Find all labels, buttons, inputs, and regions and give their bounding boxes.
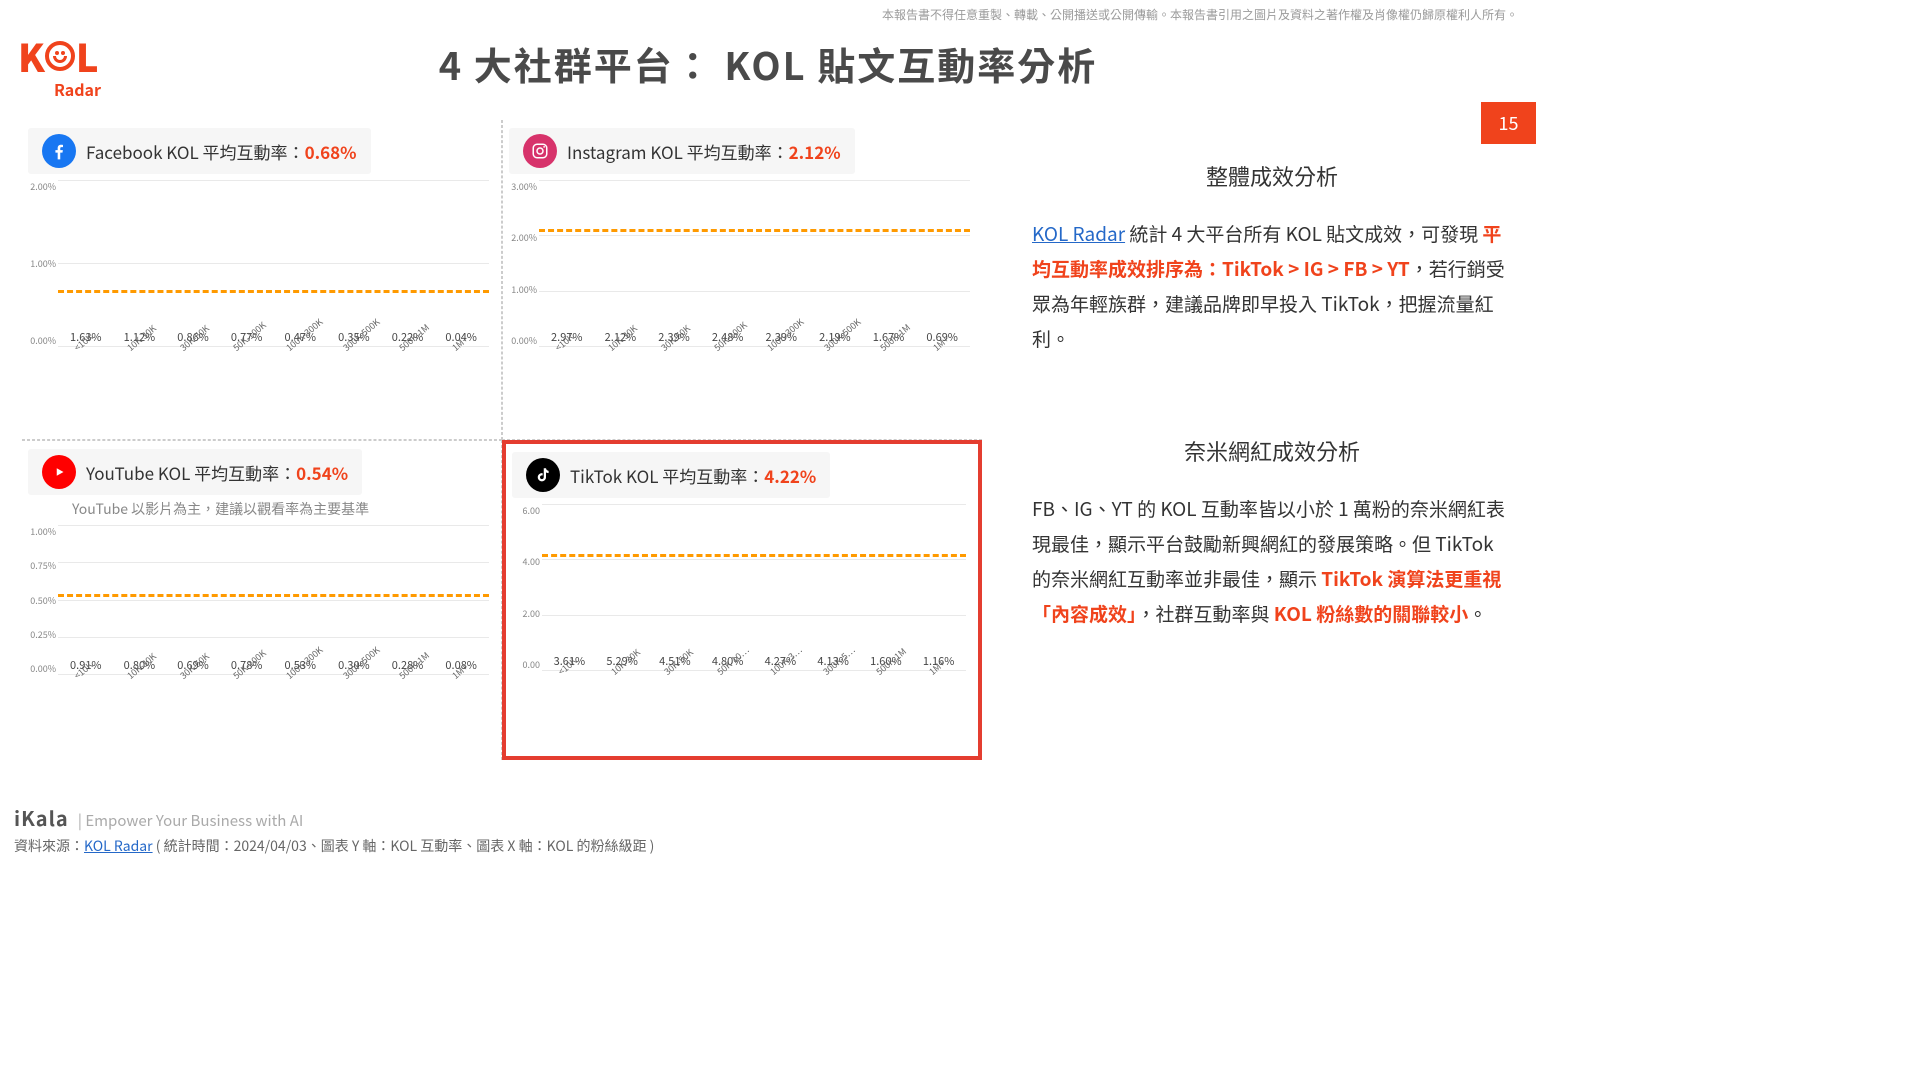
avg-value: 0.54% xyxy=(296,460,348,485)
source-link[interactable]: KOL Radar xyxy=(84,836,153,856)
analysis-title: 整體成效分析 xyxy=(1032,160,1512,192)
highlight-text: KOL 粉絲數的關聯較小 xyxy=(1274,600,1468,627)
tt-icon xyxy=(526,458,560,492)
bar-chart: 1.00%0.75%0.50%0.25%0.00%0.91%0.80%0.69%… xyxy=(58,525,489,693)
panel-subnote: YouTube 以影片為主，建議以觀看率為主要基準 xyxy=(72,499,495,519)
page-number-badge: 15 xyxy=(1481,102,1536,144)
panel-header: Facebook KOL 平均互動率：0.68% xyxy=(28,128,371,174)
y-axis: 6.004.002.000.00 xyxy=(512,504,542,671)
chart-panel-facebook: Facebook KOL 平均互動率：0.68% 2.00%1.00%0.00%1… xyxy=(22,120,502,440)
chart-panel-tiktok: TikTok KOL 平均互動率：4.22% 6.004.002.000.003.… xyxy=(502,440,982,760)
x-axis: <10K10K-30K30K-50K50K-100K100K-300K300K-… xyxy=(58,675,489,705)
panel-header: Instagram KOL 平均互動率：2.12% xyxy=(509,128,855,174)
bar-chart: 3.00%2.00%1.00%0.00%2.97%2.12%2.39%2.48%… xyxy=(539,180,970,365)
bar-chart: 2.00%1.00%0.00%1.63%1.12%0.86%0.77%0.47%… xyxy=(58,180,489,365)
analysis-body: FB、IG、YT 的 KOL 互動率皆以小於 1 萬粉的奈米網紅表現最佳，顯示平… xyxy=(1032,491,1512,632)
footer-tagline: | Empower Your Business with AI xyxy=(78,810,303,831)
data-source-line: 資料來源：KOL Radar ( 統計時間：2024/04/03、圖表 Y 軸：… xyxy=(14,836,1522,856)
panel-title: TikTok KOL 平均互動率：4.22% xyxy=(570,463,816,488)
y-axis: 3.00%2.00%1.00%0.00% xyxy=(509,180,539,347)
y-axis: 2.00%1.00%0.00% xyxy=(28,180,58,347)
panel-header: TikTok KOL 平均互動率：4.22% xyxy=(512,452,830,498)
panel-title: YouTube KOL 平均互動率：0.54% xyxy=(86,460,348,485)
y-axis: 1.00%0.75%0.50%0.25%0.00% xyxy=(28,525,58,675)
ikala-logo: iKala xyxy=(14,803,69,832)
analysis-body: KOL Radar 統計 4 大平台所有 KOL 貼文成效，可發現 平均互動率成… xyxy=(1032,216,1512,357)
x-axis: <10K10K-30K30K-50K50K-10…100K-3…300K-5…5… xyxy=(542,671,966,701)
panel-header: YouTube KOL 平均互動率：0.54% xyxy=(28,449,362,495)
x-axis: <10K10K-30K30K-50K50K-100K100K-300K300K-… xyxy=(58,347,489,377)
chart-panel-youtube: YouTube KOL 平均互動率：0.54% YouTube 以影片為主，建議以… xyxy=(22,440,502,760)
fb-icon xyxy=(42,134,76,168)
charts-grid: Facebook KOL 平均互動率：0.68%2.00%1.00%0.00%1… xyxy=(22,120,982,760)
chart-panel-instagram: Instagram KOL 平均互動率：2.12% 3.00%2.00%1.00%… xyxy=(502,120,982,440)
ig-icon xyxy=(523,134,557,168)
panel-title: Instagram KOL 平均互動率：2.12% xyxy=(567,139,841,164)
yt-icon xyxy=(42,455,76,489)
avg-value: 4.22% xyxy=(764,463,816,488)
footer: iKala | Empower Your Business with AI 資料… xyxy=(14,803,1522,856)
disclaimer-text: 本報告書不得任意重製、轉載、公開播送或公開傳輸。本報告書引用之圖片及資料之著作權… xyxy=(882,6,1518,23)
avg-value: 2.12% xyxy=(789,139,841,164)
avg-value: 0.68% xyxy=(305,139,357,164)
analysis-title: 奈米網紅成效分析 xyxy=(1032,435,1512,467)
panel-title: Facebook KOL 平均互動率：0.68% xyxy=(86,139,357,164)
bar-chart: 6.004.002.000.003.61%5.29%4.51%4.80%4.27… xyxy=(542,504,966,689)
page-title: 4 大社群平台： KOL 貼文互動率分析 xyxy=(0,36,1536,91)
analysis-block-nano: 奈米網紅成效分析 FB、IG、YT 的 KOL 互動率皆以小於 1 萬粉的奈米網… xyxy=(1032,435,1512,632)
analysis-block-overall: 整體成效分析 KOL Radar 統計 4 大平台所有 KOL 貼文成效，可發現… xyxy=(1032,160,1512,357)
x-axis: <10K10K-30K30K-50K50K-100K100K-300K300K-… xyxy=(539,347,970,377)
kol-radar-link[interactable]: KOL Radar xyxy=(1032,220,1125,247)
